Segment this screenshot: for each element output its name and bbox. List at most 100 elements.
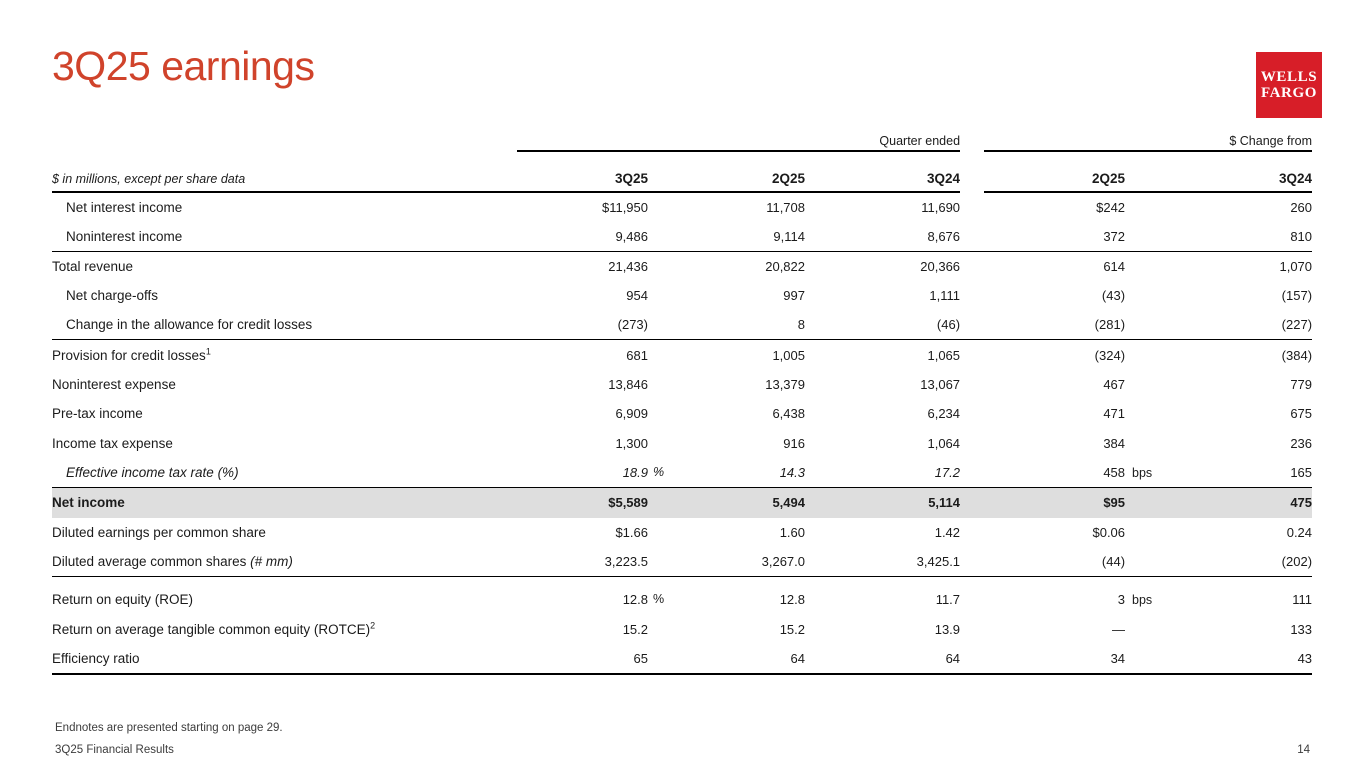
- group-header-row: Quarter ended $ Change from: [52, 131, 1313, 152]
- cell-change-2q25: $242: [1096, 199, 1126, 215]
- cell-3q25: 1,300: [615, 436, 648, 452]
- cell-3q25: 15.2: [622, 621, 648, 637]
- cell-change-2q25: (324): [1094, 347, 1126, 363]
- column-gap: [960, 251, 984, 281]
- column-header-3q25: 3Q25: [517, 151, 648, 193]
- table-row: Total revenue 21,436 20,822 20,366 614 1,070: [52, 251, 1312, 281]
- cell-unit-bps: [1125, 643, 1166, 675]
- cell-change-2q25: —: [1112, 621, 1126, 637]
- cell-unit-bps: [1125, 370, 1165, 400]
- cell-2q25: 997: [783, 288, 805, 304]
- cell-3q25: (273): [517, 310, 648, 341]
- cell-change-3q24: 133: [1290, 621, 1313, 637]
- row-label: Pre-tax income: [52, 406, 143, 422]
- cell-unit-bps: [1125, 399, 1165, 429]
- cell-change-2q25: (44): [984, 547, 1126, 578]
- cell-unit-bps: [1125, 487, 1166, 518]
- cell-3q25: $11,950: [601, 199, 648, 215]
- column-header-row: $ in millions, except per share data 3Q2…: [52, 151, 1313, 193]
- cell-change-2q25: 372: [984, 221, 1126, 252]
- cell-2q25: 64: [648, 643, 805, 675]
- row-label: Net interest income: [66, 199, 183, 215]
- cell-2q25: 1,005: [772, 347, 805, 363]
- cell-change-2q25: 467: [1103, 376, 1126, 392]
- cell-change-2q25: $95: [984, 487, 1126, 518]
- cell-change-3q24: (384): [1281, 347, 1313, 363]
- row-label: Efficiency ratio: [52, 643, 517, 675]
- table-row: Net interest income $11,950 11,708 11,690 $2…: [52, 192, 1312, 222]
- cell-change-2q25: (43): [1101, 288, 1126, 304]
- cell-2q25: 12.8: [779, 592, 805, 608]
- row-label: Noninterest income: [52, 221, 517, 252]
- column-gap: [960, 614, 984, 644]
- cell-2q25: 15.2: [779, 621, 805, 637]
- cell-2q25: 3,267.0: [648, 547, 805, 578]
- cell-2q25: 8: [648, 310, 805, 341]
- unit-column-header: [1125, 151, 1166, 193]
- cell-3q24: 11,690: [921, 199, 961, 215]
- cell-3q25: 12.8%: [622, 592, 665, 608]
- cell-unit-bps: [1125, 192, 1165, 222]
- cell-2q25: 5,494: [648, 487, 805, 518]
- column-header-3q24: 3Q24: [805, 151, 961, 193]
- cell-change-3q24: 475: [1165, 487, 1313, 518]
- footnote-marker: 2: [370, 620, 376, 631]
- column-gap: [960, 221, 985, 252]
- row-label: Diluted earnings per common share: [52, 524, 266, 540]
- column-gap: [960, 518, 984, 548]
- cell-3q24: 13.9: [934, 621, 961, 637]
- cell-unit-bps: [1125, 518, 1165, 548]
- cell-unit-bps: bps: [1132, 592, 1153, 607]
- table-row: Return on equity (ROE) 12.8% 12.8 11.7 3 bps 1…: [52, 585, 1312, 615]
- cell-3q24: 3,425.1: [805, 547, 961, 578]
- column-gap: [960, 131, 984, 151]
- cell-change-3q24: 1,070: [1279, 258, 1313, 274]
- column-gap: [960, 458, 985, 489]
- cell-change-3q24: 260: [1290, 199, 1313, 215]
- cell-unit-bps: [1125, 429, 1165, 459]
- page-title: 3Q25 earnings: [52, 43, 315, 89]
- cell-change-2q25: 384: [1103, 436, 1126, 452]
- cell-3q24: 1.42: [934, 524, 961, 540]
- cell-3q25: 9,486: [517, 221, 648, 252]
- cell-unit-bps: [1125, 614, 1165, 644]
- cell-unit-bps: [1125, 340, 1165, 370]
- row-label: Return on average tangible common equity…: [52, 620, 376, 637]
- table-row: Return on average tangible common equity…: [52, 614, 1312, 644]
- row-label: Noninterest expense: [52, 376, 176, 392]
- cell-3q25: $1.66: [615, 524, 648, 540]
- table-row: Net charge-offs 954 997 1,111 (43) (157): [52, 281, 1312, 311]
- cell-3q24: 64: [805, 643, 961, 675]
- row-label: Provision for credit losses1: [52, 346, 211, 363]
- cell-2q25: 6,438: [772, 406, 805, 422]
- cell-2q25: 9,114: [648, 221, 805, 252]
- cell-change-2q25: 3: [1117, 592, 1126, 608]
- row-spacer: [52, 577, 1312, 585]
- cell-3q24: 1,064: [927, 436, 961, 452]
- cell-change-3q24: 675: [1290, 406, 1313, 422]
- column-gap: [960, 429, 984, 459]
- table-row: Efficiency ratio 65 64 64 34 43: [52, 643, 1313, 675]
- cell-2q25: 1.60: [779, 524, 805, 540]
- column-gap: [960, 643, 985, 675]
- cell-unit-bps: bps: [1125, 458, 1166, 489]
- column-gap: [960, 370, 984, 400]
- cell-change-3q24: (227): [1165, 310, 1313, 341]
- cell-3q24: 6,234: [927, 406, 961, 422]
- cell-change-3q24: 810: [1165, 221, 1313, 252]
- cell-3q25: 681: [626, 347, 648, 363]
- cell-3q25: 13,846: [608, 376, 648, 392]
- table-row: Net income $5,589 5,494 5,114 $95 475: [52, 487, 1313, 518]
- group-header-spacer: [52, 131, 517, 151]
- column-gap: [960, 281, 984, 311]
- cell-3q25: 21,436: [608, 258, 648, 274]
- cell-3q24: 1,065: [927, 347, 961, 363]
- deck-title: 3Q25 Financial Results: [55, 744, 174, 756]
- cell-change-3q24: 43: [1165, 643, 1313, 675]
- cell-2q25: 11,708: [766, 199, 805, 215]
- column-gap: [960, 547, 985, 578]
- row-label: Effective income tax rate (%): [52, 458, 517, 489]
- column-gap: [960, 487, 985, 518]
- table-row: Provision for credit losses1 681 1,005 1,06…: [52, 340, 1312, 370]
- row-label: Income tax expense: [52, 436, 173, 452]
